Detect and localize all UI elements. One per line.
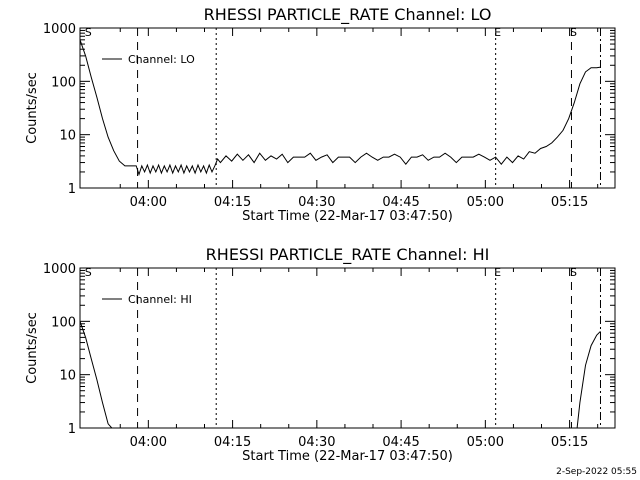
top-x-tick-label: 05:00 xyxy=(467,195,504,210)
bottom-x-tick-label: 05:15 xyxy=(551,435,588,450)
top-x-tick-label: 04:00 xyxy=(130,195,167,210)
bottom-plot-frame xyxy=(79,267,616,429)
top-x-tick-label: 04:15 xyxy=(214,195,251,210)
bottom-event-marker-label: S xyxy=(570,266,577,279)
top-y-tick-label: 100 xyxy=(51,75,76,90)
top-event-marker-label: S xyxy=(570,26,577,39)
bottom-x-tick-label: 04:00 xyxy=(130,435,167,450)
timestamp: 2-Sep-2022 05:55 xyxy=(556,467,637,477)
bottom-x-tick-label: 05:00 xyxy=(467,435,504,450)
bottom-x-axis-label: Start Time (22-Mar-17 03:47:50) xyxy=(242,449,453,464)
bottom-legend-label: Channel: HI xyxy=(128,293,192,306)
top-event-marker-label: E xyxy=(494,26,501,39)
top-x-tick-label: 05:15 xyxy=(551,195,588,210)
bottom-event-marker-label: E xyxy=(494,266,501,279)
bottom-x-tick-label: 04:30 xyxy=(298,435,335,450)
bottom-y-tick-label: 1 xyxy=(68,422,76,437)
top-x-axis-label: Start Time (22-Mar-17 03:47:50) xyxy=(242,209,453,224)
top-legend-label: Channel: LO xyxy=(128,53,195,66)
bottom-chart-title: RHESSI PARTICLE_RATE Channel: HI xyxy=(206,245,490,265)
bottom-y-tick-label: 10 xyxy=(59,369,76,384)
top-y-tick-label: 1 xyxy=(68,182,76,197)
top-y-tick-label: 10 xyxy=(59,129,76,144)
top-event-marker-label: S xyxy=(85,26,92,39)
top-plot-frame xyxy=(79,27,616,189)
top-x-tick-label: 04:30 xyxy=(298,195,335,210)
top-chart-title: RHESSI PARTICLE_RATE Channel: LO xyxy=(204,5,492,25)
top-series-line xyxy=(79,39,601,176)
bottom-x-tick-label: 04:15 xyxy=(214,435,251,450)
bottom-y-tick-label: 100 xyxy=(51,315,76,330)
top-x-tick-label: 04:45 xyxy=(382,195,419,210)
bottom-y-axis-label: Counts/sec xyxy=(25,312,40,384)
top-y-tick-label: 1000 xyxy=(43,22,76,37)
top-y-axis-label: Counts/sec xyxy=(25,72,40,144)
bottom-series-line xyxy=(79,321,601,429)
bottom-x-tick-label: 04:45 xyxy=(382,435,419,450)
bottom-y-tick-label: 1000 xyxy=(43,262,76,277)
bottom-event-marker-label: S xyxy=(85,266,92,279)
